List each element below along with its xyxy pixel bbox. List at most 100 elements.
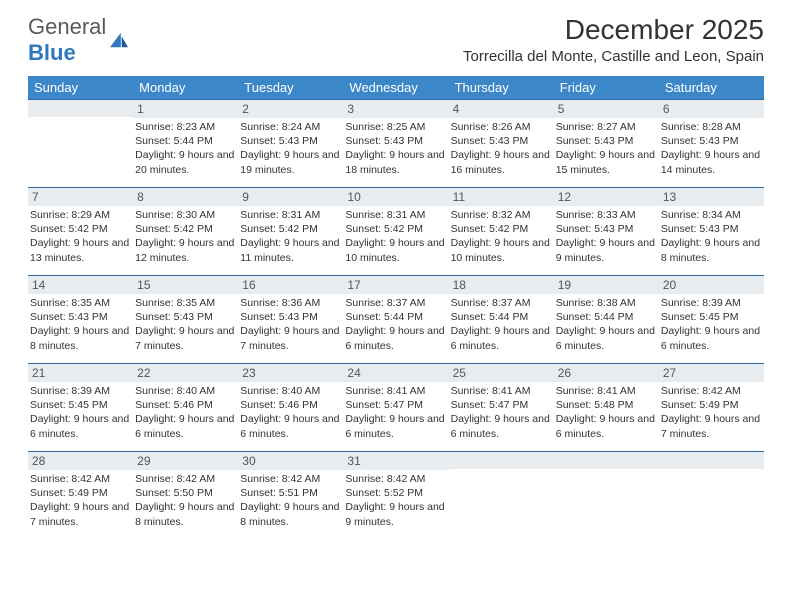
day-info: Sunrise: 8:30 AMSunset: 5:42 PMDaylight:… (133, 208, 238, 265)
calendar-cell: 13 Sunrise: 8:34 AMSunset: 5:43 PMDayligh… (659, 187, 764, 275)
empty-day (554, 451, 659, 469)
day-number: 1 (133, 99, 238, 118)
calendar-head: SundayMondayTuesdayWednesdayThursdayFrid… (28, 76, 764, 99)
day-info: Sunrise: 8:25 AMSunset: 5:43 PMDaylight:… (343, 120, 448, 177)
day-info: Sunrise: 8:38 AMSunset: 5:44 PMDaylight:… (554, 296, 659, 353)
day-number: 14 (28, 275, 133, 294)
calendar-cell: 25 Sunrise: 8:41 AMSunset: 5:47 PMDayligh… (449, 363, 554, 451)
weekday-row: SundayMondayTuesdayWednesdayThursdayFrid… (28, 76, 764, 99)
day-number: 6 (659, 99, 764, 118)
day-number: 12 (554, 187, 659, 206)
day-number: 24 (343, 363, 448, 382)
day-info: Sunrise: 8:39 AMSunset: 5:45 PMDaylight:… (28, 384, 133, 441)
calendar-cell: 10Sunrise: 8:31 AMSunset: 5:42 PMDayligh… (343, 187, 448, 275)
calendar-cell: 18 Sunrise: 8:37 AMSunset: 5:44 PMDayligh… (449, 275, 554, 363)
day-info: Sunrise: 8:26 AMSunset: 5:43 PMDaylight:… (449, 120, 554, 177)
calendar-cell: 26 Sunrise: 8:41 AMSunset: 5:48 PMDayligh… (554, 363, 659, 451)
day-number: 4 (449, 99, 554, 118)
calendar-cell: 5 Sunrise: 8:27 AMSunset: 5:43 PMDaylight… (554, 99, 659, 187)
day-info: Sunrise: 8:41 AMSunset: 5:47 PMDaylight:… (343, 384, 448, 441)
calendar-cell: 9Sunrise: 8:31 AMSunset: 5:42 PMDaylight… (238, 187, 343, 275)
day-info: Sunrise: 8:29 AMSunset: 5:42 PMDaylight:… (28, 208, 133, 265)
day-number: 18 (449, 275, 554, 294)
day-number: 30 (238, 451, 343, 470)
day-info: Sunrise: 8:41 AMSunset: 5:47 PMDaylight:… (449, 384, 554, 441)
day-number: 9 (238, 187, 343, 206)
calendar-cell: 2 Sunrise: 8:24 AMSunset: 5:43 PMDaylight… (238, 99, 343, 187)
day-number: 21 (28, 363, 133, 382)
day-info: Sunrise: 8:23 AMSunset: 5:44 PMDaylight:… (133, 120, 238, 177)
day-number: 10 (343, 187, 448, 206)
weekday-header: Thursday (449, 76, 554, 99)
calendar-cell: 8 Sunrise: 8:30 AMSunset: 5:42 PMDaylight… (133, 187, 238, 275)
day-info: Sunrise: 8:24 AMSunset: 5:43 PMDaylight:… (238, 120, 343, 177)
day-info: Sunrise: 8:36 AMSunset: 5:43 PMDaylight:… (238, 296, 343, 353)
empty-day (28, 99, 133, 117)
calendar-cell: 7 Sunrise: 8:29 AMSunset: 5:42 PMDaylight… (28, 187, 133, 275)
day-number: 19 (554, 275, 659, 294)
day-number: 11 (449, 187, 554, 206)
day-info: Sunrise: 8:42 AMSunset: 5:50 PMDaylight:… (133, 472, 238, 529)
calendar-cell: 28 Sunrise: 8:42 AMSunset: 5:49 PMDayligh… (28, 451, 133, 539)
day-info: Sunrise: 8:27 AMSunset: 5:43 PMDaylight:… (554, 120, 659, 177)
day-number: 23 (238, 363, 343, 382)
day-number: 7 (28, 187, 133, 206)
header: General Blue December 2025 Torrecilla de… (0, 0, 792, 70)
day-number: 15 (133, 275, 238, 294)
calendar-cell: 19 Sunrise: 8:38 AMSunset: 5:44 PMDayligh… (554, 275, 659, 363)
day-number: 13 (659, 187, 764, 206)
day-info: Sunrise: 8:32 AMSunset: 5:42 PMDaylight:… (449, 208, 554, 265)
day-info: Sunrise: 8:40 AMSunset: 5:46 PMDaylight:… (238, 384, 343, 441)
day-info: Sunrise: 8:42 AMSunset: 5:49 PMDaylight:… (659, 384, 764, 441)
day-number: 16 (238, 275, 343, 294)
calendar-cell: 1 Sunrise: 8:23 AMSunset: 5:44 PMDaylight… (133, 99, 238, 187)
logo-general: General (28, 14, 106, 39)
day-number: 28 (28, 451, 133, 470)
day-info: Sunrise: 8:37 AMSunset: 5:44 PMDaylight:… (343, 296, 448, 353)
day-info: Sunrise: 8:37 AMSunset: 5:44 PMDaylight:… (449, 296, 554, 353)
day-info: Sunrise: 8:39 AMSunset: 5:45 PMDaylight:… (659, 296, 764, 353)
calendar-week: 21 Sunrise: 8:39 AMSunset: 5:45 PMDayligh… (28, 363, 764, 451)
empty-day (449, 451, 554, 469)
calendar-cell: 15 Sunrise: 8:35 AMSunset: 5:43 PMDayligh… (133, 275, 238, 363)
day-number: 2 (238, 99, 343, 118)
day-number: 3 (343, 99, 448, 118)
calendar-cell: 22Sunrise: 8:40 AMSunset: 5:46 PMDayligh… (133, 363, 238, 451)
day-info: Sunrise: 8:42 AMSunset: 5:51 PMDaylight:… (238, 472, 343, 529)
weekday-header: Saturday (659, 76, 764, 99)
day-number: 5 (554, 99, 659, 118)
calendar-cell: 24 Sunrise: 8:41 AMSunset: 5:47 PMDayligh… (343, 363, 448, 451)
calendar-cell: 11 Sunrise: 8:32 AMSunset: 5:42 PMDayligh… (449, 187, 554, 275)
logo-text: General Blue (28, 14, 106, 66)
day-info: Sunrise: 8:34 AMSunset: 5:43 PMDaylight:… (659, 208, 764, 265)
calendar-week: 1 Sunrise: 8:23 AMSunset: 5:44 PMDaylight… (28, 99, 764, 187)
day-number: 20 (659, 275, 764, 294)
day-number: 31 (343, 451, 448, 470)
day-info: Sunrise: 8:28 AMSunset: 5:43 PMDaylight:… (659, 120, 764, 177)
day-info: Sunrise: 8:35 AMSunset: 5:43 PMDaylight:… (28, 296, 133, 353)
calendar-cell: 29Sunrise: 8:42 AMSunset: 5:50 PMDayligh… (133, 451, 238, 539)
calendar-body: 1 Sunrise: 8:23 AMSunset: 5:44 PMDaylight… (28, 99, 764, 539)
day-number: 25 (449, 363, 554, 382)
logo-blue: Blue (28, 40, 76, 65)
calendar-cell: 3 Sunrise: 8:25 AMSunset: 5:43 PMDaylight… (343, 99, 448, 187)
day-number: 27 (659, 363, 764, 382)
calendar-cell (659, 451, 764, 539)
calendar-cell: 31 Sunrise: 8:42 AMSunset: 5:52 PMDayligh… (343, 451, 448, 539)
day-info: Sunrise: 8:35 AMSunset: 5:43 PMDaylight:… (133, 296, 238, 353)
calendar-week: 7 Sunrise: 8:29 AMSunset: 5:42 PMDaylight… (28, 187, 764, 275)
calendar-cell (554, 451, 659, 539)
calendar-cell: 30 Sunrise: 8:42 AMSunset: 5:51 PMDayligh… (238, 451, 343, 539)
weekday-header: Sunday (28, 76, 133, 99)
calendar-cell: 23 Sunrise: 8:40 AMSunset: 5:46 PMDayligh… (238, 363, 343, 451)
calendar-cell: 17Sunrise: 8:37 AMSunset: 5:44 PMDayligh… (343, 275, 448, 363)
day-info: Sunrise: 8:42 AMSunset: 5:49 PMDaylight:… (28, 472, 133, 529)
day-info: Sunrise: 8:41 AMSunset: 5:48 PMDaylight:… (554, 384, 659, 441)
calendar-cell: 21 Sunrise: 8:39 AMSunset: 5:45 PMDayligh… (28, 363, 133, 451)
day-info: Sunrise: 8:40 AMSunset: 5:46 PMDaylight:… (133, 384, 238, 441)
day-info: Sunrise: 8:33 AMSunset: 5:43 PMDaylight:… (554, 208, 659, 265)
day-number: 26 (554, 363, 659, 382)
day-info: Sunrise: 8:42 AMSunset: 5:52 PMDaylight:… (343, 472, 448, 529)
day-number: 8 (133, 187, 238, 206)
calendar-cell (28, 99, 133, 187)
